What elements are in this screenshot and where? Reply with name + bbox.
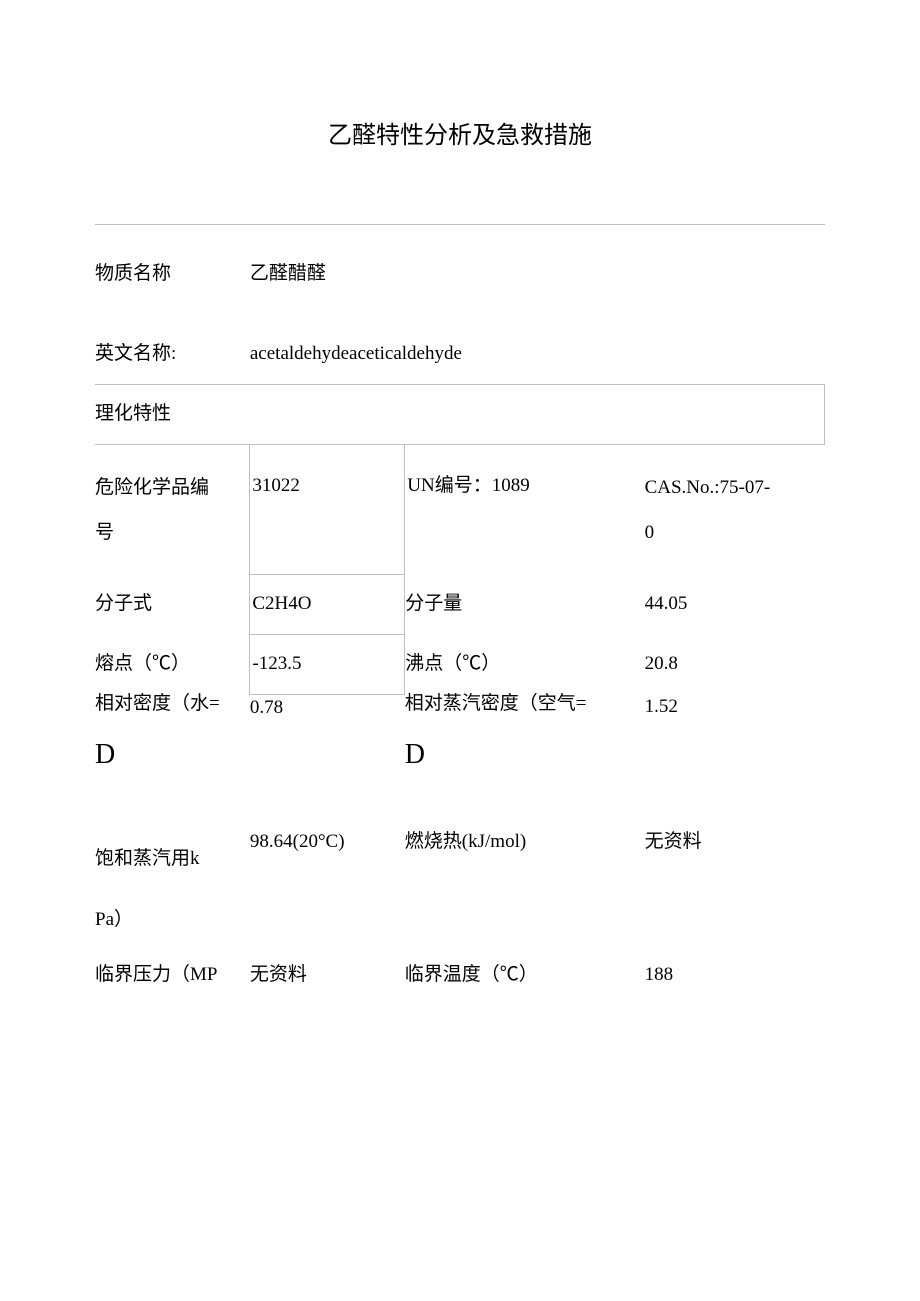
boiling-point-value: 20.8 (645, 634, 825, 694)
substance-name-value: 乙醛醋醛 (250, 224, 825, 324)
english-name-value: acetaldehydeaceticaldehyde (250, 324, 825, 384)
properties-table: 物质名称 乙醛醋醛 英文名称: acetaldehydeaceticaldehy… (95, 224, 825, 1001)
vapor-label-line2: Pa） (95, 890, 250, 951)
molecular-weight-value: 44.05 (645, 574, 825, 634)
vapor-label-line1: 饱和蒸汽用k (95, 829, 250, 890)
document-title: 乙醛特性分析及急救措施 (95, 120, 825, 154)
section-header-spacer (645, 384, 825, 444)
table-row: 分子式 C2H4O 分子量 44.05 (95, 574, 825, 634)
table-row: 熔点（℃） -123.5 沸点（℃） 20.8 (95, 634, 825, 694)
cas-line1: CAS.No.:75-07- (645, 465, 825, 511)
melting-point-value: -123.5 (250, 634, 405, 694)
relative-density-value: 0.78 (250, 694, 405, 799)
saturated-vapor-value: 98.64(20°C) (250, 799, 405, 951)
critical-pressure-label: 临界压力（MP (95, 951, 250, 1001)
vapor-density-label: 相对蒸汽密度（空气= D (405, 694, 645, 799)
critical-temp-label: 临界温度（℃） (405, 951, 645, 1001)
combustion-heat-label: 燃烧热(kJ/mol) (405, 799, 645, 951)
density-label-d: D (95, 741, 250, 769)
critical-pressure-value: 无资料 (250, 951, 405, 1001)
table-row: 物质名称 乙醛醋醛 (95, 224, 825, 324)
molecular-weight-label: 分子量 (405, 574, 645, 634)
hazchem-number-value: 31022 (250, 444, 405, 574)
cas-number: CAS.No.:75-07- 0 (645, 444, 825, 574)
vapor-density-label-line1: 相对蒸汽密度（空气= (405, 694, 645, 713)
table-row: 相对密度（水= D 0.78 相对蒸汽密度（空气= D 1.52 (95, 694, 825, 799)
critical-temp-value: 188 (645, 951, 825, 1001)
hazchem-number-label: 危险化学品编 号 (95, 444, 250, 574)
table-row: 临界压力（MP 无资料 临界温度（℃） 188 (95, 951, 825, 1001)
combustion-heat-value: 无资料 (645, 799, 825, 951)
cas-line2: 0 (645, 510, 825, 556)
hazchem-label-line2: 号 (95, 510, 249, 556)
table-row: 理化特性 (95, 384, 825, 444)
saturated-vapor-label: 饱和蒸汽用k Pa） (95, 799, 250, 951)
hazchem-label-line1: 危险化学品编 (95, 465, 249, 511)
relative-density-label: 相对密度（水= D (95, 694, 250, 799)
un-number: UN编号：1089 (405, 444, 645, 574)
vapor-density-label-d: D (405, 741, 645, 769)
english-name-label: 英文名称: (95, 324, 250, 384)
density-label-line1: 相对密度（水= (95, 694, 250, 713)
table-row: 危险化学品编 号 31022 UN编号：1089 CAS.No.:75-07- … (95, 444, 825, 574)
vapor-density-value: 1.52 (645, 694, 825, 799)
table-row: 英文名称: acetaldehydeaceticaldehyde (95, 324, 825, 384)
molecular-formula-label: 分子式 (95, 574, 250, 634)
table-row: 饱和蒸汽用k Pa） 98.64(20°C) 燃烧热(kJ/mol) 无资料 (95, 799, 825, 951)
substance-name-label: 物质名称 (95, 224, 250, 324)
melting-point-label: 熔点（℃） (95, 634, 250, 694)
boiling-point-label: 沸点（℃） (405, 634, 645, 694)
section-header: 理化特性 (95, 384, 645, 444)
molecular-formula-value: C2H4O (250, 574, 405, 634)
